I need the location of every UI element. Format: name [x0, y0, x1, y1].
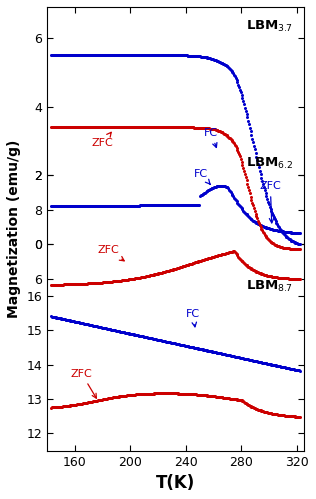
- Text: ZFC: ZFC: [97, 245, 124, 261]
- Text: LBM$_{8.7}$: LBM$_{8.7}$: [246, 279, 293, 294]
- Text: ZFC: ZFC: [71, 369, 96, 398]
- Text: FC: FC: [194, 169, 210, 184]
- Text: LBM$_{3.7}$: LBM$_{3.7}$: [246, 18, 293, 34]
- Text: ZFC: ZFC: [259, 181, 281, 223]
- Text: LBM$_{6.2}$: LBM$_{6.2}$: [246, 156, 293, 171]
- X-axis label: T(K): T(K): [156, 474, 195, 492]
- Text: FC: FC: [186, 309, 200, 327]
- Text: FC: FC: [204, 128, 218, 148]
- Text: ZFC: ZFC: [92, 132, 113, 148]
- Y-axis label: Magnetization (emu/g): Magnetization (emu/g): [7, 140, 21, 318]
